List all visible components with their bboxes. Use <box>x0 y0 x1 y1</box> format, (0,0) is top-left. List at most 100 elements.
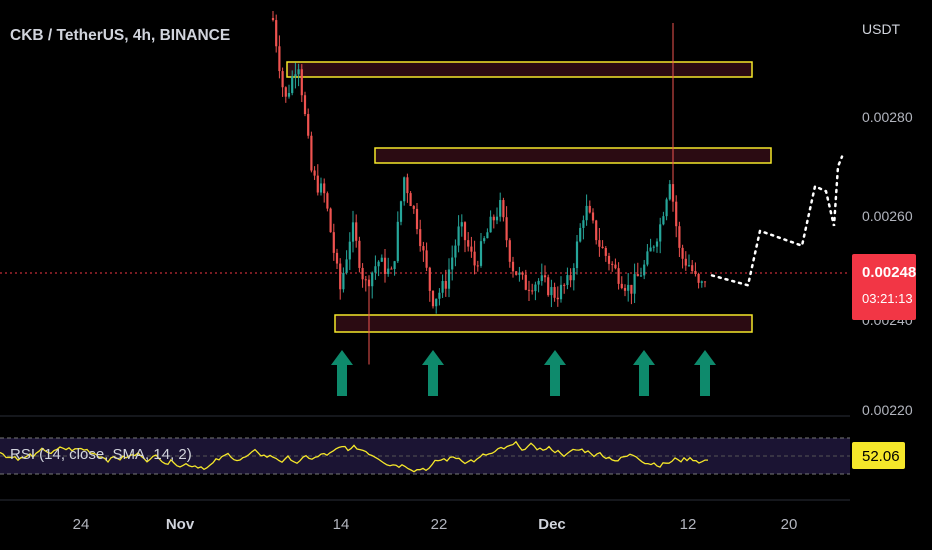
candle-body <box>454 245 457 258</box>
candle <box>412 204 415 214</box>
candle-body <box>403 177 406 202</box>
candle-body <box>703 281 707 283</box>
candle <box>390 266 393 270</box>
resistance-zone-top[interactable] <box>286 61 753 78</box>
candle-body <box>620 283 623 289</box>
candle-body <box>278 46 281 72</box>
candle <box>287 84 291 99</box>
candle <box>367 275 371 365</box>
candle <box>300 64 303 103</box>
candle-body <box>649 247 652 252</box>
candle-body <box>543 275 547 278</box>
candle <box>467 232 470 252</box>
candle-body <box>284 87 287 97</box>
candle <box>303 91 307 117</box>
up-arrow-icon <box>694 350 716 396</box>
candle-body <box>540 275 543 281</box>
candle <box>473 240 476 275</box>
candle <box>553 282 556 302</box>
candle-body <box>383 257 387 274</box>
support-zone[interactable] <box>334 314 753 333</box>
candle-body <box>495 216 499 221</box>
candle-body <box>479 241 483 266</box>
candle <box>659 217 662 254</box>
candle <box>271 11 275 22</box>
price-tick-280: 0.00280 <box>862 109 913 125</box>
candle <box>291 70 294 96</box>
candle-body <box>547 277 550 296</box>
candle <box>636 262 639 277</box>
candle <box>518 266 521 282</box>
candle <box>396 211 399 263</box>
candle <box>643 259 646 280</box>
resistance-zone-middle[interactable] <box>374 147 772 164</box>
candle-body <box>310 135 313 171</box>
candle <box>297 63 300 87</box>
candle <box>351 210 355 253</box>
candle <box>671 22 675 212</box>
candle-body <box>396 221 399 262</box>
candle <box>275 14 278 53</box>
candle-body <box>358 240 361 268</box>
candle <box>569 268 572 288</box>
candle-body <box>639 275 643 277</box>
candle <box>627 273 630 302</box>
candle-body <box>524 274 527 290</box>
symbol-title[interactable]: CKB / TetherUS, 4h, BINANCE <box>10 27 230 44</box>
candle <box>374 255 377 280</box>
candle-body <box>399 201 403 222</box>
candle-body <box>297 69 300 75</box>
candle <box>326 191 329 212</box>
candle <box>575 234 579 275</box>
candle <box>585 194 588 226</box>
candle <box>339 258 342 300</box>
candle <box>415 202 419 235</box>
candle <box>319 177 323 196</box>
candle-body <box>678 226 681 248</box>
candle-body <box>601 246 604 249</box>
candle-body <box>415 208 419 230</box>
candle-body <box>281 71 284 88</box>
candle <box>438 288 441 306</box>
candle-body <box>671 184 675 202</box>
projection-path <box>710 155 844 287</box>
candle <box>332 223 335 261</box>
candle <box>579 223 582 243</box>
candle <box>703 281 707 288</box>
candle <box>457 215 460 253</box>
candle-body <box>659 224 662 242</box>
candle <box>515 271 518 276</box>
candle-body <box>329 208 332 233</box>
candle <box>511 256 515 278</box>
candle-body <box>326 193 329 209</box>
candle-body <box>668 184 671 200</box>
candle-body <box>275 20 278 47</box>
candle-body <box>515 271 518 275</box>
candle-body <box>303 95 307 115</box>
candle <box>675 195 678 238</box>
last-price-value: 0.00248 <box>862 264 916 281</box>
time-label-22: 22 <box>431 516 448 533</box>
candle <box>335 248 339 269</box>
candle-body <box>463 222 467 241</box>
candle-body <box>646 251 649 265</box>
candle-body <box>374 266 377 273</box>
candle-body <box>575 241 579 269</box>
candle <box>649 238 652 252</box>
candle <box>588 200 591 214</box>
candle-body <box>582 220 585 228</box>
candle-body <box>351 222 355 242</box>
candle <box>313 166 316 180</box>
candle-body <box>559 284 563 300</box>
candle <box>451 245 454 281</box>
candle <box>611 261 614 272</box>
candle <box>454 239 457 267</box>
candle-body <box>556 297 559 300</box>
time-label-dec: Dec <box>538 516 566 533</box>
candle <box>537 278 540 293</box>
price-axis-currency: USDT <box>862 21 901 37</box>
candle-body <box>319 183 323 193</box>
rsi-label[interactable]: RSI (14, close, SMA, 14, 2) <box>10 446 192 463</box>
